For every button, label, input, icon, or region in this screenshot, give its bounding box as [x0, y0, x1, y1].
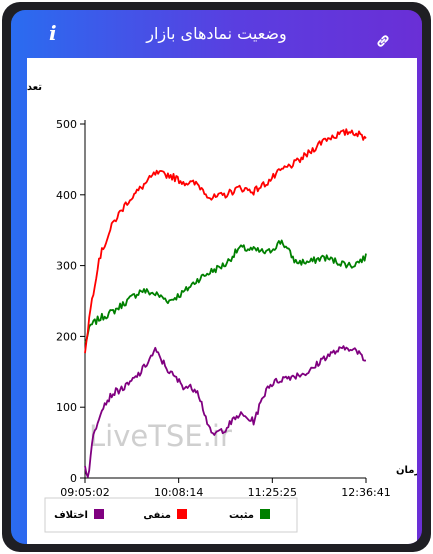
legend-label: اختلاف: [54, 510, 88, 521]
x-tick-label: 09:05:02: [60, 486, 109, 499]
legend: مثبت منفی اختلاف: [44, 497, 298, 533]
legend-swatch: [260, 509, 270, 519]
widget-header: وضعیت نمادهای بازار i: [11, 10, 422, 60]
x-axis-label: زمان: [396, 465, 417, 476]
y-tick-label: 0: [70, 472, 77, 485]
series-lines: [84, 128, 367, 478]
y-tick-label: 400: [56, 189, 77, 202]
legend-swatch: [94, 509, 104, 519]
watermark: LiveTSE.ir: [89, 419, 232, 453]
y-tick-label: 500: [56, 118, 77, 131]
link-icon[interactable]: [374, 32, 392, 50]
x-tick-label: 11:25:25: [248, 486, 297, 499]
series-line-2: [84, 345, 367, 478]
x-tick-label: 12:36:41: [341, 486, 390, 499]
legend-label: مثبت: [229, 510, 254, 521]
legend-box: [44, 497, 298, 533]
chart-panel: تعداد نماد زمان LiveTSE.ir 0 100 200 300 400…: [11, 58, 420, 544]
y-tick-label: 200: [56, 330, 77, 343]
x-tick-label: 10:08:14: [154, 486, 203, 499]
market-status-chart: تعداد نماد زمان LiveTSE.ir 0 100 200 300 400…: [11, 82, 420, 533]
series-line-0: [84, 239, 367, 344]
axes: 0 100 200 300 400 500 09:05:02 10:08:14 11:25:25…: [56, 118, 391, 499]
y-tick-label: 100: [56, 401, 77, 414]
info-icon[interactable]: i: [49, 21, 57, 45]
series-line-1: [84, 128, 367, 354]
legend-swatch: [177, 509, 187, 519]
y-axis-label: تعداد نماد: [27, 82, 42, 93]
widget-title: وضعیت نمادهای بازار: [146, 24, 287, 43]
y-tick-label: 300: [56, 260, 77, 273]
legend-label: منفی: [143, 510, 171, 521]
widget-card: وضعیت نمادهای بازار i تعداد نماد زمان Li…: [11, 10, 422, 544]
